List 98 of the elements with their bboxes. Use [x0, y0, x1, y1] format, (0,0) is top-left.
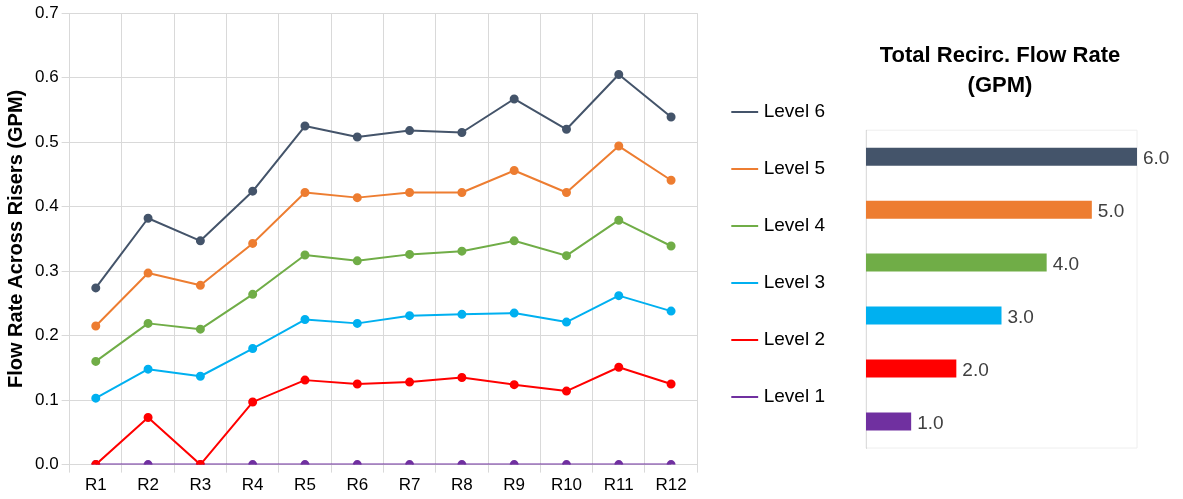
point [666, 241, 676, 251]
point [300, 315, 310, 325]
point [143, 213, 153, 223]
bar [866, 200, 1092, 219]
point [248, 238, 258, 248]
legend-label: Level 6 [763, 100, 826, 122]
point [614, 69, 624, 79]
point [352, 256, 362, 266]
y-tick-label: 0.2 [34, 325, 59, 345]
point [248, 344, 258, 354]
x-tick-label: R11 [603, 475, 634, 495]
point [509, 236, 519, 246]
point [248, 397, 258, 407]
y-tick-label: 0.7 [34, 2, 59, 22]
y-tick-label: 0.3 [34, 260, 59, 280]
y-tick-label: 0.5 [34, 131, 59, 151]
y-tick-label: 0.6 [34, 67, 59, 87]
point [614, 291, 624, 301]
point [614, 215, 624, 225]
chart-title: Total Recirc. Flow Rate (GPM) [878, 41, 1122, 99]
point [405, 187, 415, 197]
bar [866, 359, 957, 378]
point [561, 317, 571, 327]
data-label: 1.0 [917, 411, 944, 433]
x-tick-label: R1 [84, 475, 107, 495]
bar [866, 147, 1137, 166]
bar [866, 412, 912, 431]
y-axis-title: Flow Rate Across Risers (GPM) [3, 89, 26, 389]
x-tick-label: R10 [550, 475, 583, 495]
legend-label: Level 2 [763, 328, 826, 350]
point [509, 94, 519, 104]
point [561, 124, 571, 134]
legend-label: Level 5 [763, 157, 826, 179]
point [248, 186, 258, 196]
point [509, 380, 519, 390]
point [561, 187, 571, 197]
point [352, 379, 362, 389]
data-label: 4.0 [1052, 252, 1080, 274]
point [405, 311, 415, 321]
point [509, 166, 519, 176]
point [91, 321, 101, 331]
x-tick-label: R3 [189, 475, 212, 495]
point [248, 289, 258, 299]
point [195, 236, 205, 246]
y-tick-label: 0.1 [34, 389, 59, 409]
point [195, 280, 205, 290]
point [457, 187, 467, 197]
point [666, 306, 676, 316]
y-tick-label: 0.0 [34, 454, 59, 474]
point [509, 308, 519, 318]
bar [866, 306, 1002, 325]
point [143, 268, 153, 278]
point [91, 283, 101, 293]
x-tick-label: R12 [655, 475, 687, 495]
data-label: 6.0 [1143, 146, 1170, 168]
data-label: 2.0 [962, 358, 989, 380]
point [300, 121, 310, 131]
point [91, 393, 101, 403]
point [666, 175, 676, 185]
point [143, 413, 153, 423]
x-tick-label: R2 [137, 475, 159, 495]
x-tick-label: R9 [503, 475, 526, 495]
point [352, 132, 362, 142]
point [405, 249, 415, 259]
x-tick-label: R6 [346, 475, 369, 495]
legend-label: Level 4 [763, 214, 826, 236]
point [614, 141, 624, 151]
point [143, 318, 153, 328]
point [143, 364, 153, 374]
point [405, 377, 415, 387]
point [457, 309, 467, 319]
point [195, 371, 205, 381]
point [457, 128, 467, 137]
x-tick-label: R5 [294, 475, 316, 495]
bar [866, 253, 1047, 272]
point [457, 246, 467, 256]
point [405, 126, 415, 136]
point [300, 250, 310, 260]
point [457, 373, 467, 383]
point [195, 324, 205, 334]
point [352, 193, 362, 203]
point [614, 362, 624, 372]
x-tick-label: R4 [241, 475, 264, 495]
legend-label: Level 3 [763, 271, 826, 293]
x-tick-label: R8 [451, 475, 473, 495]
point [561, 386, 571, 396]
point [352, 318, 362, 328]
point [666, 379, 676, 389]
y-tick-label: 0.4 [34, 196, 59, 216]
point [666, 112, 676, 122]
point [300, 375, 310, 385]
x-tick-label: R7 [398, 475, 421, 495]
legend-label: Level 1 [763, 385, 826, 407]
point [561, 251, 571, 261]
point [300, 187, 310, 197]
point [91, 356, 101, 366]
data-label: 5.0 [1097, 199, 1125, 221]
data-label: 3.0 [1007, 305, 1034, 327]
